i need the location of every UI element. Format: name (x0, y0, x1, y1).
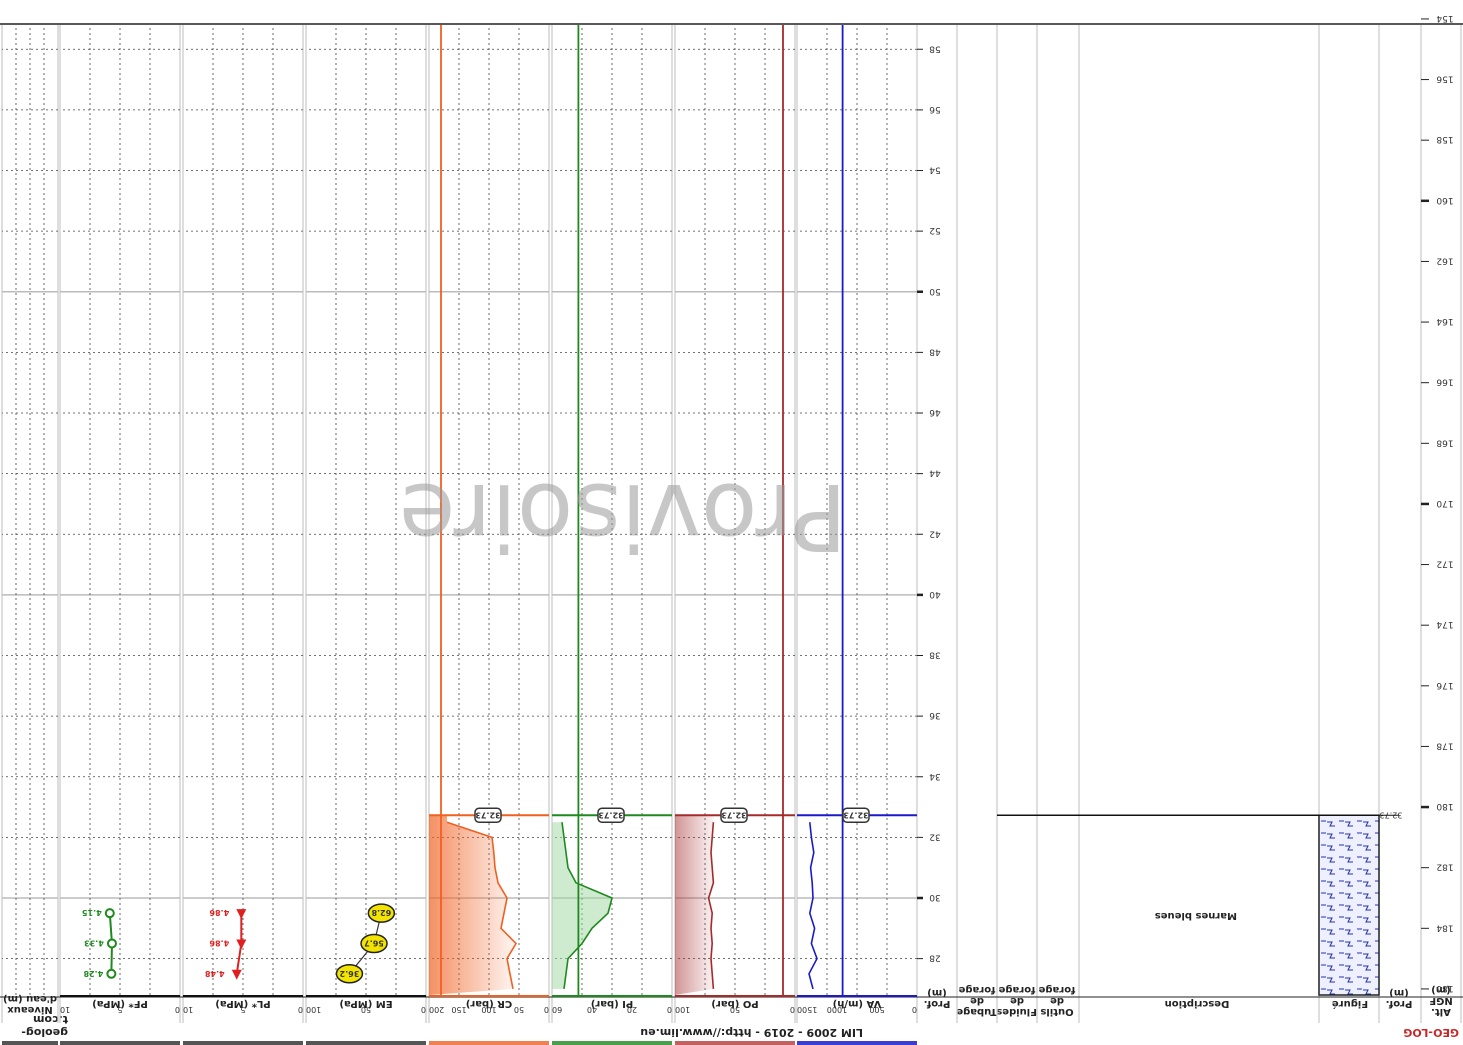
scale-tick-label: 0 (544, 1005, 549, 1014)
scale-tick-label: 40 (587, 1005, 597, 1014)
scale-tick-label: 100 (675, 1005, 690, 1014)
po-curve (707, 822, 715, 989)
depth-tick-label: 42 (929, 528, 940, 538)
pi-end-label-box (597, 807, 625, 823)
pi-end-label: 32.73 (598, 810, 623, 819)
depth-tick-label: 46 (929, 407, 941, 417)
scale-tick-label: 500 (869, 1005, 884, 1014)
pf-point (106, 968, 117, 979)
watermark-text: Provisoire (399, 463, 847, 570)
pl-point (236, 939, 247, 950)
scale-tick-label: 0 (790, 1005, 795, 1014)
pl-value-label: 4.48 (204, 969, 224, 978)
pf-value-label: 4.15 (82, 908, 102, 917)
scale-tick-label: 100 (306, 1005, 321, 1014)
em-value-label: 56.7 (364, 938, 384, 947)
scale-tick-label: 50 (514, 1005, 524, 1014)
alt-tick-label: 172 (1436, 559, 1453, 569)
cr-fill (429, 815, 516, 995)
pl-point (231, 969, 242, 980)
pi-curve (561, 822, 613, 990)
scale-tick-label: 20 (627, 1005, 637, 1014)
depth-tick-label: 34 (929, 771, 941, 781)
scale-tick-label: 50 (730, 1005, 740, 1014)
depth-tick-label: 58 (929, 43, 941, 53)
alt-tick-label: 186 (1436, 983, 1453, 993)
alt-tick-label: 180 (1436, 801, 1453, 811)
depth-tick-label: 32 (929, 831, 940, 841)
scale-tick-label: 200 (429, 1005, 444, 1014)
scale-tick-label: 10 (60, 1005, 70, 1014)
pl-value-label: 4.86 (209, 908, 229, 917)
alt-tick-label: 160 (1436, 195, 1453, 205)
scale-tick-label: 5 (117, 1005, 122, 1014)
alt-tick-label: 170 (1436, 498, 1453, 508)
alt-tick-label: 174 (1436, 619, 1453, 629)
scale-tick-label: 10 (183, 1005, 193, 1014)
scale-tick-label: 0 (667, 1005, 672, 1014)
alt-tick-label: 158 (1436, 134, 1453, 144)
scale-tick-label: 0 (175, 1005, 180, 1014)
depth-tick-label: 48 (929, 346, 941, 356)
alt-tick-label: 176 (1436, 680, 1453, 690)
alt-tick-label: 184 (1436, 922, 1453, 932)
em-value-label: 36.2 (340, 969, 360, 978)
scale-tick-label: 0 (298, 1005, 303, 1014)
alt-tick-label: 162 (1436, 255, 1453, 265)
pf-value-label: 4.28 (83, 969, 103, 978)
depth-tick-label: 36 (929, 710, 941, 720)
alt-tick-label: 164 (1436, 316, 1453, 326)
va-end-label: 32.73 (843, 810, 868, 819)
po-end-label: 32.73 (721, 810, 746, 819)
scale-tick-label: 1500 (797, 1005, 817, 1014)
alt-tick-label: 156 (1436, 74, 1453, 84)
em-value-label: 62.8 (371, 908, 391, 917)
depth-tick-label: 54 (929, 165, 941, 175)
depth-tick-label: 56 (929, 104, 941, 114)
cr-curve (446, 821, 518, 990)
depth-tick-label: 40 (929, 589, 941, 599)
pl-point (236, 909, 247, 920)
cr-end-label-box (474, 807, 502, 823)
pf-point (106, 938, 117, 949)
scale-tick-label: 60 (552, 1005, 562, 1014)
po-end-label-box (720, 807, 748, 823)
depth-tick-label: 28 (929, 953, 941, 963)
depth-tick-label: 50 (929, 286, 941, 296)
alt-tick-label: 168 (1436, 437, 1453, 447)
alt-tick-label: 178 (1436, 740, 1453, 750)
va-curve (808, 822, 818, 990)
va-end-label-box (842, 807, 870, 823)
pf-point (104, 908, 115, 919)
alt-tick-label: 182 (1436, 862, 1453, 872)
depth-tick-label: 44 (929, 468, 941, 478)
scale-tick-label: 1000 (827, 1005, 847, 1014)
po-fill (675, 815, 714, 995)
scale-tick-label: 5 (240, 1005, 245, 1014)
pl-value-label: 4.86 (209, 938, 229, 947)
alt-tick-label: 166 (1436, 377, 1453, 387)
depth-tick-label: 52 (929, 225, 940, 235)
scale-tick-label: 100 (481, 1005, 496, 1014)
lithology-marnes (1318, 814, 1380, 996)
em-point (367, 903, 396, 923)
scale-tick-label: 0 (421, 1005, 426, 1014)
depth-tick-label: 38 (929, 650, 941, 660)
cr-end-label: 32.73 (475, 810, 500, 819)
scale-tick-label: 0 (912, 1005, 917, 1014)
scale-tick-label: 50 (361, 1005, 371, 1014)
em-point (360, 933, 388, 954)
scale-tick-label: 150 (451, 1005, 466, 1014)
em-point (335, 964, 364, 984)
pf-value-label: 4.33 (84, 938, 104, 947)
alt-tick-label: 154 (1436, 13, 1453, 23)
depth-tick-label: 30 (929, 892, 941, 902)
